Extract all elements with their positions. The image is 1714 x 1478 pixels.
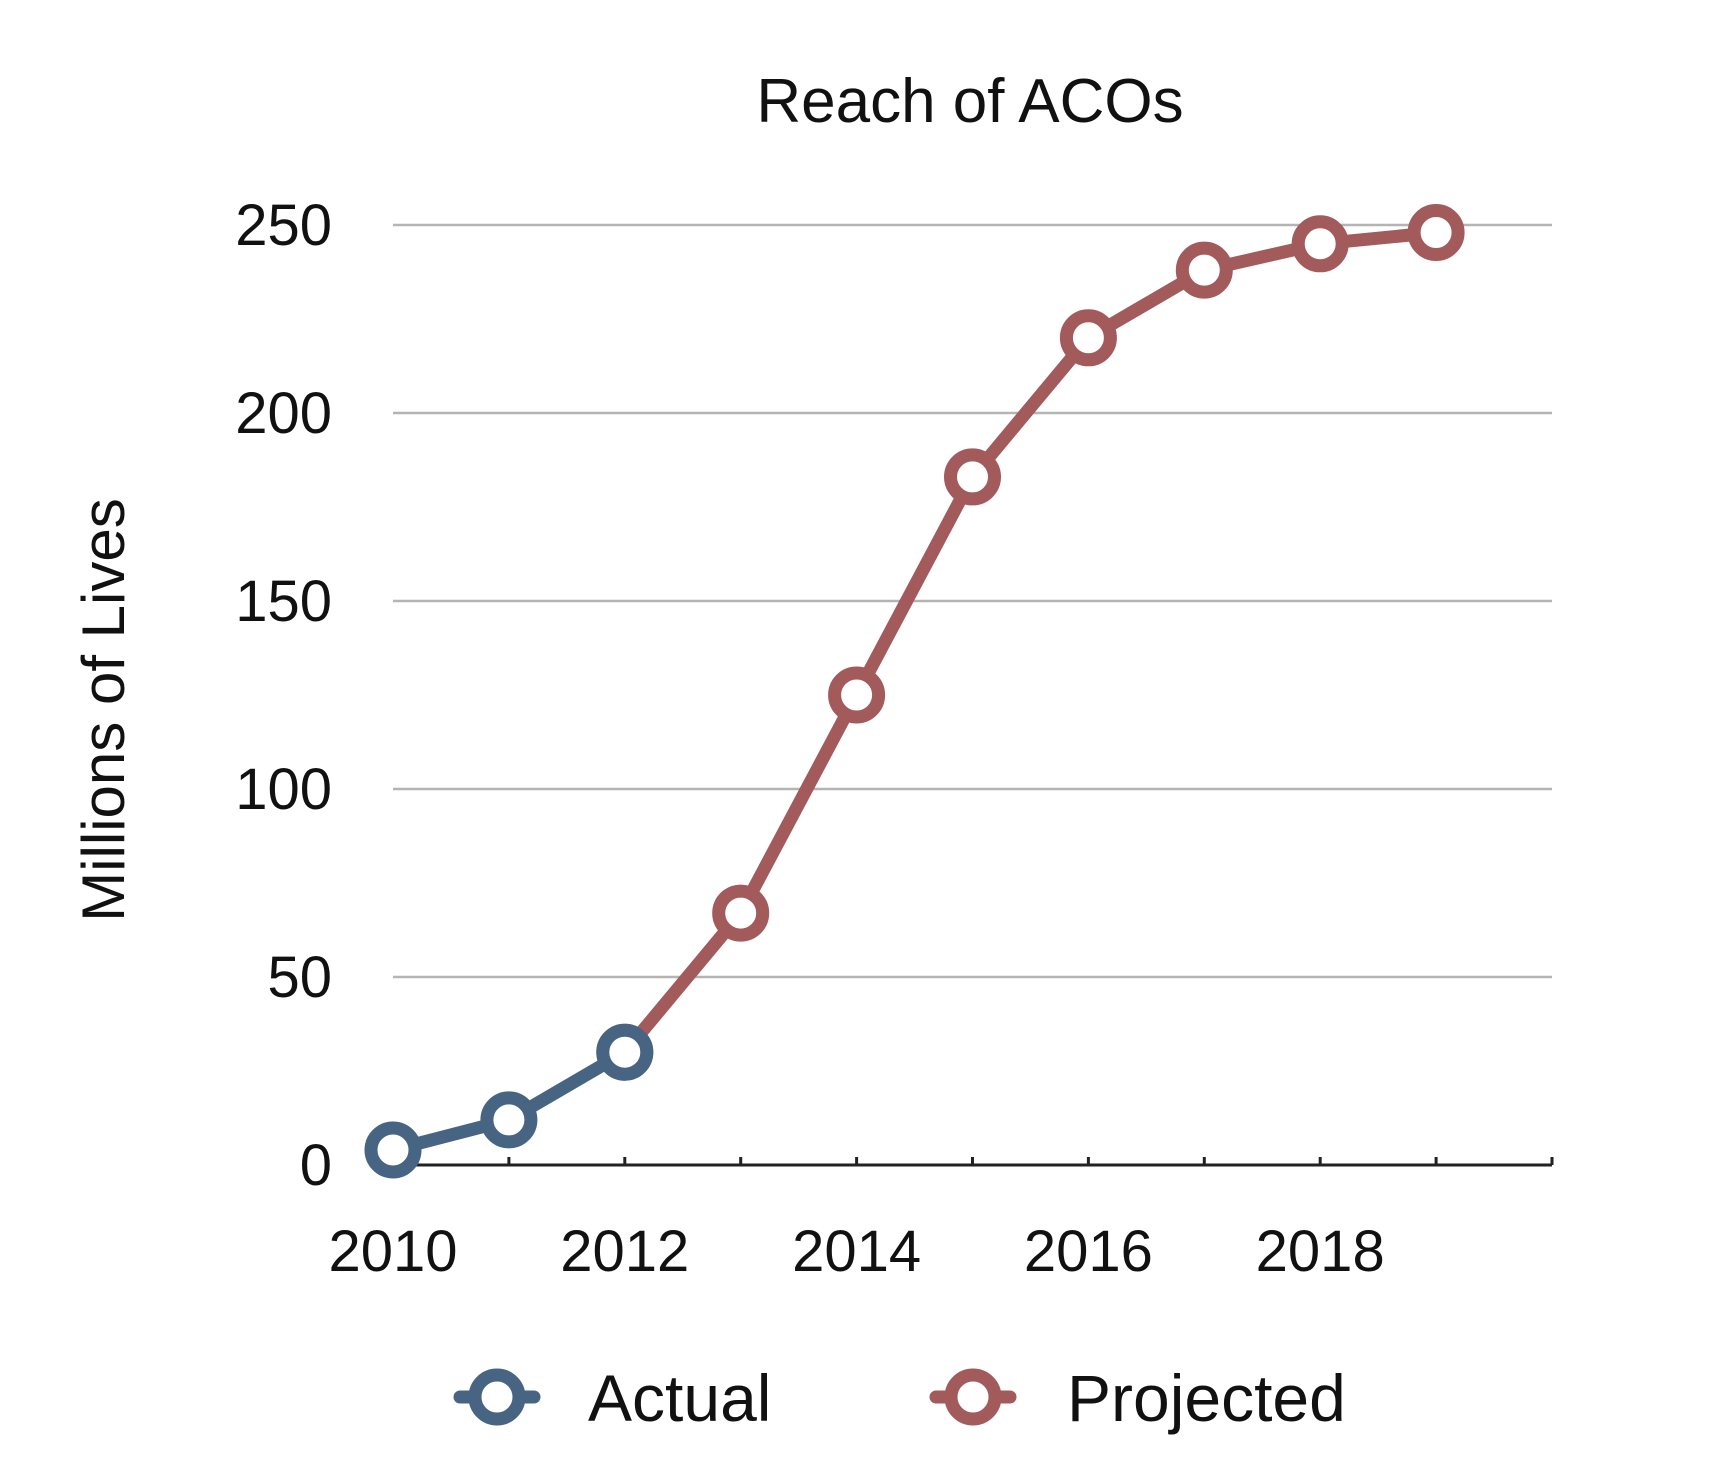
data-point-projected-2013 [712, 884, 770, 942]
data-point-projected-2019 [1407, 204, 1465, 262]
y-tick-label-0: 0 [300, 1133, 332, 1198]
y-tick-label-50: 50 [267, 945, 332, 1010]
legend-marker-projected [944, 1368, 1002, 1426]
y-tick-label-100: 100 [235, 757, 332, 822]
series-layer [364, 204, 1465, 1179]
x-tick-label-2018: 2018 [1256, 1219, 1385, 1284]
data-point-projected-2015 [944, 448, 1001, 506]
x-tick-label-2010: 2010 [328, 1219, 457, 1284]
x-tick-label-2014: 2014 [792, 1219, 921, 1284]
data-point-projected-2014 [828, 666, 886, 724]
y-tick-label-200: 200 [235, 381, 332, 446]
y-tick-label-250: 250 [235, 193, 332, 258]
data-point-projected-2016 [1059, 309, 1117, 367]
data-point-actual-2010 [364, 1121, 422, 1179]
axes: 0 50 100 150 200 250 2010 2012 2014 2016 2018 [235, 193, 1554, 1284]
legend-label-actual[interactable]: Actual [588, 1361, 771, 1435]
x-tick-label-2016: 2016 [1024, 1219, 1153, 1284]
data-point-actual-2012 [596, 1023, 654, 1081]
x-tick-label-2012: 2012 [560, 1219, 689, 1284]
y-tick-label-150: 150 [235, 569, 332, 634]
legend-marker-actual [468, 1368, 526, 1426]
data-point-actual-2011 [480, 1091, 538, 1149]
chart-title: Reach of ACOs [756, 67, 1183, 136]
legend-label-projected[interactable]: Projected [1067, 1361, 1346, 1435]
data-point-projected-2018 [1291, 215, 1349, 273]
gridlines [393, 223, 1552, 979]
y-axis-title: Millions of Lives [70, 498, 137, 922]
legend[interactable]: Actual Projected [453, 1361, 1346, 1435]
data-point-projected-2017 [1175, 241, 1233, 299]
